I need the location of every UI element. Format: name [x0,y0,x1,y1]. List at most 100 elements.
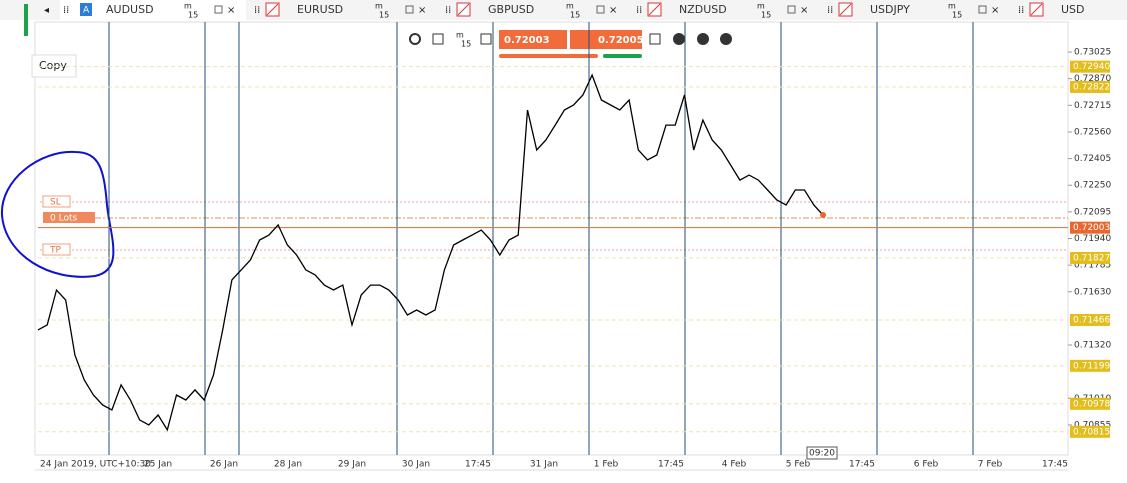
y-tick-label: 0.72095 [1074,207,1111,217]
tab-grip: ⁞⁞ [827,5,833,16]
copy-label: Copy [39,59,67,72]
y-tick-label: 0.72715 [1074,101,1111,111]
tab-badge-box [80,3,92,16]
list-icon[interactable] [649,33,661,45]
tab[interactable] [824,0,1010,20]
sell-button[interactable] [499,30,567,49]
x-tick-label: 28 Jan [274,460,302,470]
level-label: 0.71199 [1073,361,1110,371]
tab-tf-value: 15 [952,11,962,20]
crosshair-time: 09:20 [809,449,835,459]
tab-tf-value: 15 [379,11,389,20]
tab-symbol: NZDUSD [679,3,727,16]
tab-close[interactable]: × [227,5,235,16]
tab-tf-unit: m [757,2,765,11]
tab-close[interactable]: × [418,5,426,16]
tf-unit[interactable]: m [456,31,464,40]
tab[interactable] [633,0,819,20]
tab-tf-unit: m [375,2,383,11]
x-tick-label: 6 Feb [914,460,939,470]
x-tick-label: 17:45 [658,460,684,470]
tab-tf-unit: m [566,2,574,11]
tp-tag[interactable] [42,243,71,256]
tab-close[interactable]: × [991,5,999,16]
level-badge [1070,60,1110,73]
status-bar [24,4,28,36]
tab-grip: ⁞⁞ [445,5,451,16]
buy-button[interactable] [570,30,642,49]
tab-close[interactable]: × [609,5,617,16]
level-badge [1070,359,1110,372]
settings-icon[interactable] [720,33,732,45]
tab-tf-unit: m [948,2,956,11]
x-tick-label: 30 Jan [402,460,430,470]
x-tick-label: 1 Feb [594,460,619,470]
y-tick-label: 0.72560 [1074,127,1111,137]
last-point [820,211,826,218]
x-tick-label: 5 Feb [786,460,811,470]
tab-symbol: GBPUSD [488,3,534,16]
x-tick-label: 4 Feb [722,460,747,470]
facebook-icon[interactable] [673,33,685,45]
candle-icon[interactable] [480,33,492,45]
draw-icon[interactable] [432,33,444,45]
tab-icon-line [648,3,661,16]
level-badge [1070,313,1110,326]
tab-symbol: USDJPY [870,3,910,16]
sell-bar [499,54,598,58]
tab-popout[interactable] [787,5,796,14]
sl-label: SL [50,198,61,208]
x-tick-label: 17:45 [849,460,875,470]
level-label: 0.72940 [1073,62,1110,72]
y-tick-label: 0.72250 [1074,181,1111,191]
hand-drawn-circle [0,150,115,278]
y-tick-label: 0.72870 [1074,74,1111,84]
x-tick-label: 25 Jan [144,460,172,470]
tab-scroll-left[interactable]: ◂ [44,5,49,16]
level-label: 0.70978 [1073,399,1110,409]
x-tick-label: 7 Feb [978,460,1003,470]
current-price-badge [1070,221,1110,234]
x-tick-label: 31 Jan [530,460,558,470]
x-tick-label: 26 Jan [210,460,238,470]
y-tick-label: 0.73025 [1074,48,1111,58]
tab-tf-value: 15 [570,11,580,20]
x-tick-label: 17:45 [465,460,491,470]
level-label: 0.70815 [1073,427,1110,437]
tab-icon-line [266,3,279,16]
tab-tf-value: 15 [188,11,198,20]
level-badge [1070,80,1110,93]
tab-icon-line [839,3,852,16]
tab[interactable] [442,0,628,20]
y-tick-label: 0.70855 [1074,420,1111,430]
tab-close[interactable]: × [800,5,808,16]
tab-symbol: AUDUSD [106,3,154,16]
y-tick-label: 0.71940 [1074,234,1111,244]
level-label: 0.71827 [1073,253,1110,263]
tab-popout[interactable] [214,5,223,14]
copy-button[interactable] [31,54,77,78]
sl-tag[interactable] [42,195,71,208]
tab-popout[interactable] [405,5,414,14]
lots-label: 0 Lots [50,214,77,224]
zoom-icon[interactable] [409,33,421,45]
tf-value[interactable]: 15 [461,40,471,49]
y-tick-label: 0.72405 [1074,154,1111,164]
sell-price: 0.72003 [504,35,550,46]
tab-grip: ⁞⁞ [63,5,69,16]
tab-tf-unit: m [184,2,192,11]
level-label: 0.72822 [1073,82,1110,92]
tab[interactable] [251,0,437,20]
tab[interactable] [60,0,246,20]
crosshair-box [806,446,838,460]
tab-popout[interactable] [596,5,605,14]
tab-tf-value: 15 [761,11,771,20]
x-tick-label: 17:45 [1042,460,1068,470]
lots-tag[interactable] [43,212,95,223]
paint-icon[interactable] [697,33,709,45]
y-tick-label: 0.71320 [1074,341,1111,351]
price-line [37,73,824,432]
tab-popout[interactable] [978,5,987,14]
